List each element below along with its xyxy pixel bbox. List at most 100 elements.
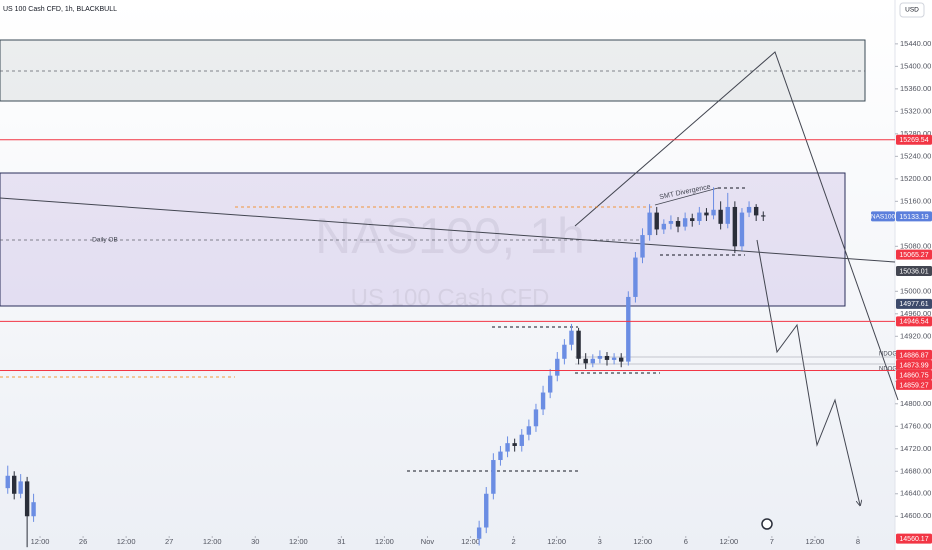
x-tick-label: 12:00 <box>31 537 50 546</box>
currency-box <box>899 2 925 18</box>
candle-body <box>682 218 688 227</box>
currency: USD <box>905 7 919 14</box>
x-tick-label: 7 <box>770 537 774 546</box>
candle-body <box>533 409 539 427</box>
x-tick-label: 12:00 <box>719 537 738 546</box>
price-tag <box>896 211 932 222</box>
trend-line <box>0 197 896 263</box>
candle-body <box>31 502 36 517</box>
x-tick-label: 31 <box>337 537 345 546</box>
candle-body <box>476 527 482 539</box>
x-tick-label: Nov <box>421 537 435 546</box>
candle-body <box>562 344 567 359</box>
event-icon[interactable] <box>761 518 773 530</box>
candle-body <box>633 257 638 297</box>
x-tick-label: 2 <box>511 537 515 546</box>
x-tick-label: 12:00 <box>806 537 825 546</box>
candle-body <box>590 358 595 364</box>
price-tag-label: 14873.99 <box>899 362 928 369</box>
y-tick-label: 15440.00 <box>900 39 931 48</box>
price-tag-label: 14977.61 <box>899 301 928 308</box>
candle-body <box>619 357 624 362</box>
y-tick-label: 15360.00 <box>900 84 931 93</box>
candle-body <box>725 206 730 224</box>
price-tag <box>896 298 932 309</box>
candle-body <box>611 357 617 360</box>
candle-body <box>739 212 745 247</box>
price-tag <box>896 266 932 277</box>
y-tick-label: 15280.00 <box>900 129 931 138</box>
x-tick-label: 8 <box>856 537 860 546</box>
candle-body <box>540 392 546 410</box>
candle-body <box>569 330 574 345</box>
price-tag-label: 14860.75 <box>899 372 928 379</box>
candle-body <box>5 475 10 489</box>
watermark-subtitle: US 100 Cash CFD <box>351 284 550 311</box>
countdown: 57:57 <box>906 222 922 228</box>
price-tag-label: 15065.27 <box>899 252 928 259</box>
candle-body <box>24 481 30 517</box>
y-tick-label: 15200.00 <box>900 174 931 183</box>
x-tick-label: 12:00 <box>117 537 136 546</box>
price-tag <box>896 359 932 370</box>
candle-body <box>491 460 496 494</box>
symbol-label: NAS100 <box>871 214 896 221</box>
candle-body <box>704 212 709 216</box>
x-tick-label: 6 <box>684 537 688 546</box>
candle-body <box>18 481 23 494</box>
projection-line <box>574 51 899 401</box>
candle-body <box>761 215 766 217</box>
price-tag-label: 14859.27 <box>899 382 928 389</box>
candle-body <box>505 443 510 452</box>
candle-body <box>661 223 667 230</box>
candle-body <box>732 206 738 247</box>
candle-body <box>583 358 588 364</box>
candle-body <box>576 330 581 359</box>
candle-body <box>555 358 560 376</box>
candle-body <box>711 209 716 216</box>
divergence-line <box>654 187 719 206</box>
candle-body <box>697 212 702 222</box>
y-tick-label: 15160.00 <box>900 196 931 205</box>
candle-body <box>604 355 610 360</box>
y-tick-label: 14720.00 <box>900 444 931 453</box>
candle-body <box>647 212 652 236</box>
y-tick-label: 15400.00 <box>900 61 931 70</box>
x-tick-label: 12:00 <box>633 537 652 546</box>
order-block-zone <box>0 172 846 307</box>
chart-title: US 100 Cash CFD, 1h, BLACKBULL <box>3 6 117 13</box>
candle-body <box>526 426 532 435</box>
y-tick-label: 14680.00 <box>900 466 931 475</box>
y-tick-label: 14800.00 <box>900 399 931 408</box>
price-tag <box>896 533 932 544</box>
price-tag <box>896 316 932 327</box>
price-tag-label: 14560.17 <box>899 536 928 543</box>
candle-body <box>640 235 645 258</box>
x-tick-label: 12:00 <box>289 537 308 546</box>
candle-body <box>519 434 524 446</box>
candle-body <box>654 212 659 230</box>
candle-body <box>753 206 759 216</box>
price-tag <box>896 249 932 260</box>
candle-body <box>626 296 631 362</box>
y-tick-label: 14640.00 <box>900 489 931 498</box>
symbol-tag <box>871 211 895 222</box>
plot-background <box>0 0 895 550</box>
candle-body <box>512 443 517 446</box>
projection-path <box>756 239 860 505</box>
y-tick-label: 15080.00 <box>900 241 931 250</box>
price-tag <box>896 134 932 145</box>
y-tick-label: 14760.00 <box>900 421 931 430</box>
price-tag-label: 15269.54 <box>899 137 928 144</box>
y-tick-label: 15320.00 <box>900 106 931 115</box>
candle-body <box>484 493 489 528</box>
supply-zone <box>0 39 866 102</box>
price-tag <box>896 379 932 390</box>
y-tick-label: 15240.00 <box>900 151 931 160</box>
y-tick-label: 14960.00 <box>900 309 931 318</box>
candle-body <box>675 221 681 227</box>
price-tag-label: 14886.87 <box>899 352 928 359</box>
price-tag <box>896 369 932 380</box>
price-tag <box>896 349 932 360</box>
